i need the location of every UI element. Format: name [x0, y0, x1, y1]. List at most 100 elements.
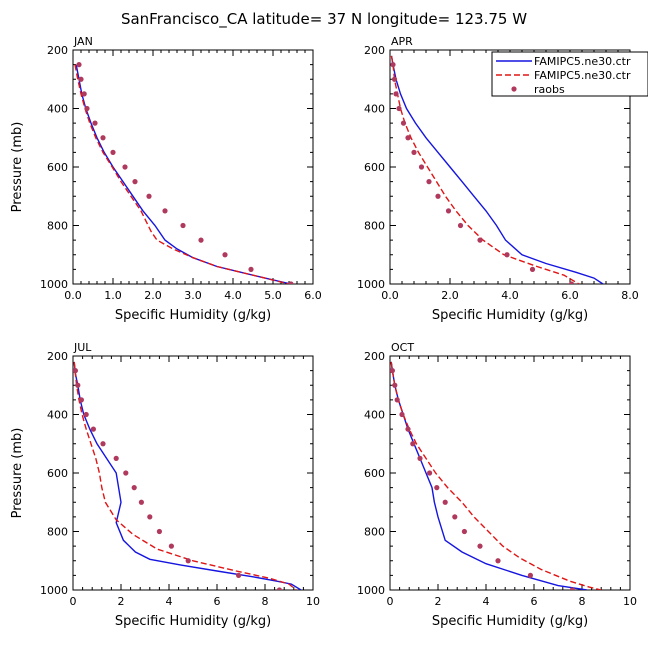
panel-oct-raobs-point [442, 499, 448, 505]
panel-jul-ctr-dashed-line [73, 361, 297, 590]
panel-oct-xtick-label: 8 [579, 595, 586, 608]
panel-jul-raobs-point [100, 441, 106, 447]
panel-jul-xtick-label: 10 [306, 595, 320, 608]
panel-apr-ytick-label: 200 [364, 44, 385, 57]
panel-apr-xlabel: Specific Humidity (g/kg) [432, 308, 588, 323]
panel-apr-raobs-point [405, 135, 411, 141]
panel-jul-raobs-point [123, 470, 129, 476]
panel-apr-ctr-dashed-line [390, 55, 580, 284]
panel-jul-ytick-label: 800 [47, 526, 68, 539]
panel-apr-xtick-label: 0.0 [381, 289, 399, 302]
panel-oct-raobs-point [495, 558, 501, 564]
panel-jan-xtick-label: 0.0 [64, 289, 82, 302]
panel-oct-raobs-point [477, 543, 483, 549]
panel-jan-xtick-label: 6.0 [304, 289, 322, 302]
panel-oct-xlabel: Specific Humidity (g/kg) [432, 614, 588, 629]
panel-jul-ytick-label: 400 [47, 409, 68, 422]
panel-oct-raobs-point [427, 470, 433, 476]
panel-apr-label: APR [391, 35, 413, 48]
panel-jan-ctr-solid-line [75, 64, 292, 284]
panel-oct-ctr-solid-line [390, 361, 587, 590]
panel-jan-raobs-point [180, 222, 186, 229]
panel-jul-data [73, 361, 302, 590]
panel-jul-raobs-point [147, 514, 153, 520]
legend-raobs-marker [511, 86, 517, 92]
panel-oct-raobs-point [461, 528, 467, 535]
panel-apr-ytick-label: 400 [364, 103, 385, 116]
panel-oct-data [390, 361, 602, 590]
panel-jul-raobs-point [156, 528, 162, 535]
panel-apr-raobs-point [418, 164, 425, 170]
panel-jan-frame [72, 49, 314, 285]
panel-oct-raobs-point [399, 411, 405, 418]
panel-apr-ytick-label: 800 [364, 220, 385, 233]
panel-apr-raobs-point [435, 193, 441, 199]
panel-jan-raobs-point [288, 281, 294, 284]
panel-oct-raobs-point [417, 455, 423, 461]
panel-apr-ytick-label: 1000 [357, 278, 385, 291]
panel-oct-raobs-point [434, 485, 440, 491]
panel-jul-ylabel: Pressure (mb) [10, 428, 25, 519]
panel-oct-ytick-label: 600 [364, 467, 385, 480]
panel-oct-raobs-point [392, 382, 398, 388]
panel-jan-raobs-point [81, 91, 87, 97]
panel-jan-xtick-label: 2.0 [144, 289, 162, 302]
panel-jan-data [74, 62, 294, 284]
panel-apr-raobs-point [390, 62, 396, 68]
panel-oct-raobs-point [569, 587, 575, 590]
panel-jul-raobs-point [83, 411, 89, 418]
panel-apr-raobs-point [426, 179, 432, 185]
panel-apr-ytick-label: 600 [364, 161, 385, 174]
panel-jan: 0.0 1.0 2.0 3.0 4.0 5.0 6.0 200 400 600 800 1000 JAN… [10, 35, 322, 323]
panel-oct-label: OCT [391, 341, 414, 354]
panel-jan-raobs-point [92, 120, 98, 126]
panel-jan-raobs-point [146, 193, 152, 199]
panel-jul-xlabel: Specific Humidity (g/kg) [115, 614, 271, 629]
legend-label-1: FAMIPC5.ne30.ctr [534, 69, 631, 82]
panel-oct-xtick-label: 10 [623, 595, 637, 608]
panel-apr-ctr-solid-line [390, 55, 604, 284]
panel-oct-xtick-label: 2 [435, 595, 442, 608]
panel-apr-raobs-point [411, 149, 417, 155]
panel-jan-label: JAN [73, 35, 93, 48]
panel-apr-raobs-point [477, 237, 483, 243]
panel-oct-xtick-label: 6 [531, 595, 538, 608]
panel-jul-label: JUL [73, 341, 92, 354]
panel-jan-raobs-point [100, 135, 106, 141]
panel-oct-ctr-dashed-line [390, 361, 602, 590]
legend-label-2: raobs [534, 83, 565, 96]
panel-jul-raobs-point [73, 368, 78, 374]
panel-jul-frame [72, 355, 314, 591]
panel-oct-xtick-label: 0 [387, 595, 394, 608]
panel-jan-raobs-point [122, 164, 128, 170]
panel-oct: 0 2 4 6 8 10 200 400 600 800 1000 OCT Specific Humid… [357, 341, 637, 629]
panel-oct-raobs-point [405, 426, 411, 432]
panel-oct-raobs-point [527, 572, 534, 578]
panel-jan-raobs-point [222, 252, 228, 258]
panel-jan-ytick-label: 200 [47, 44, 68, 57]
panel-jan-ytick-label: 1000 [40, 278, 68, 291]
panel-oct-ytick-label: 400 [364, 409, 385, 422]
panel-jul-ytick-label: 1000 [40, 584, 68, 597]
panel-apr-raobs-point [391, 76, 398, 82]
panel-jan-xtick-label: 5.0 [264, 289, 282, 302]
panel-oct-raobs-point [390, 368, 395, 374]
panel-jul: 0 2 4 6 8 10 200 400 600 800 1000 JUL Specific Humid… [10, 341, 320, 629]
panel-jul-xtick-label: 4 [166, 595, 173, 608]
panel-jul-ctr-solid-line [73, 361, 302, 590]
legend-label-0: FAMIPC5.ne30.ctr [534, 55, 631, 68]
panel-jan-raobs-point [248, 266, 254, 272]
panel-jan-raobs-point [78, 76, 84, 82]
panel-jul-xtick-label: 0 [70, 595, 77, 608]
panel-jan-raobs-point [76, 62, 82, 68]
panel-apr-raobs-point [396, 105, 402, 112]
panel-jan-xtick-label: 3.0 [184, 289, 202, 302]
panel-jul-raobs-point [131, 485, 137, 491]
panel-oct-raobs-point [452, 514, 458, 520]
panel-jul-ytick-label: 200 [47, 350, 68, 363]
panel-jul-raobs-point [138, 499, 144, 505]
panel-jul-raobs-point [113, 455, 119, 461]
panel-jan-raobs-point [132, 179, 138, 185]
panel-jul-xtick-label: 2 [118, 595, 125, 608]
